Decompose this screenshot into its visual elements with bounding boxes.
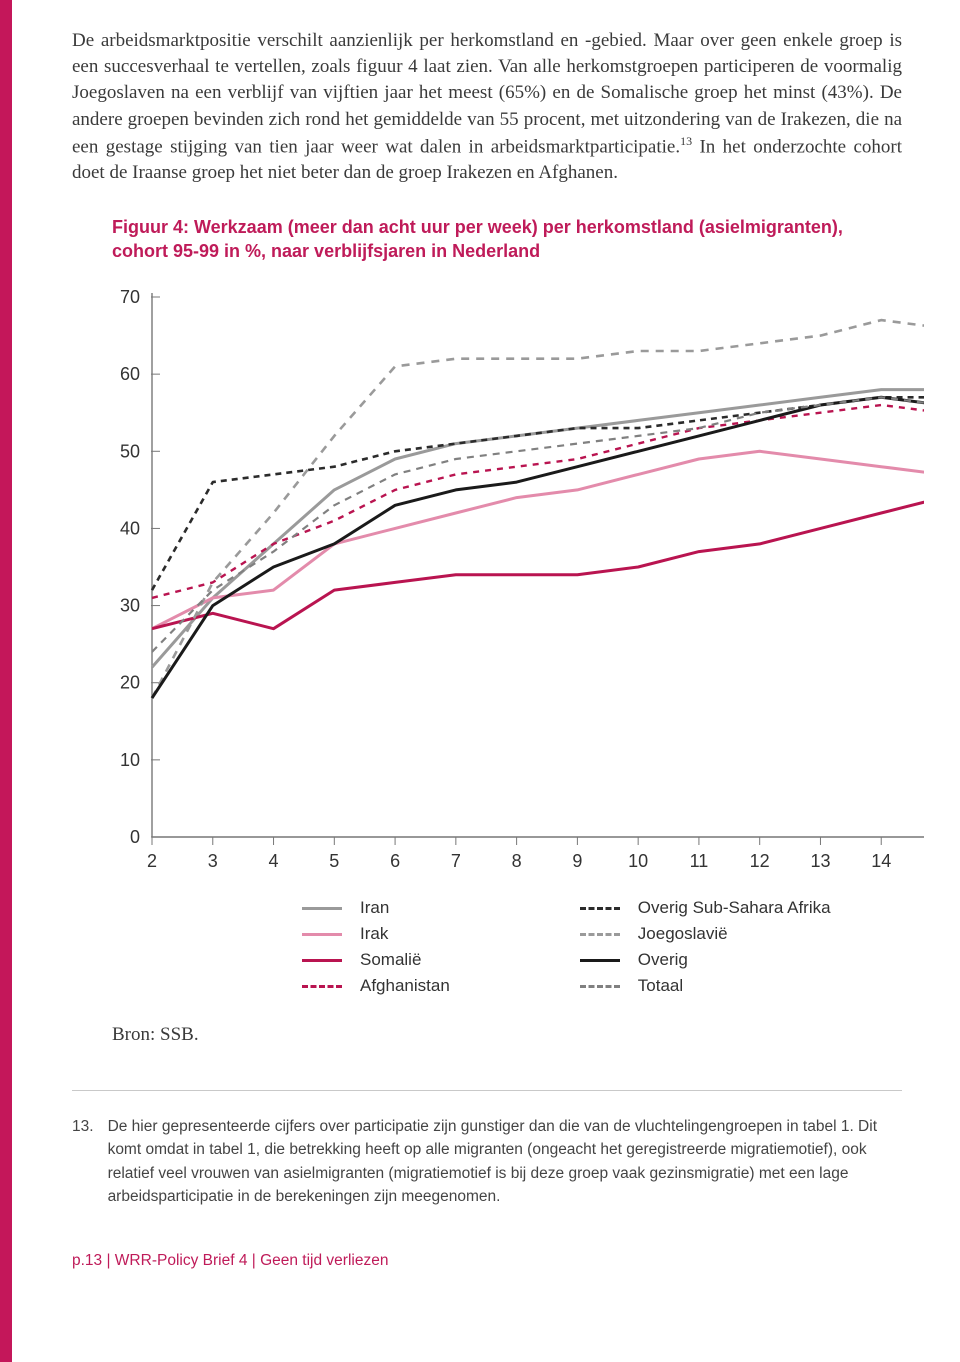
svg-text:14: 14 bbox=[871, 851, 891, 871]
footnote-number: 13. bbox=[72, 1115, 94, 1208]
page: De arbeidsmarktpositie verschilt aanzien… bbox=[0, 0, 960, 1300]
legend-item: Overig Sub-Sahara Afrika bbox=[580, 898, 831, 918]
legend-swatch bbox=[302, 985, 342, 988]
legend-swatch bbox=[302, 933, 342, 936]
legend-label: Afghanistan bbox=[360, 976, 450, 996]
footnote: 13. De hier gepresenteerde cijfers over … bbox=[72, 1115, 902, 1208]
legend-label: Totaal bbox=[638, 976, 683, 996]
legend-label: Joegoslavië bbox=[638, 924, 728, 944]
svg-text:20: 20 bbox=[120, 673, 140, 693]
legend-swatch bbox=[302, 959, 342, 962]
legend-item: Totaal bbox=[580, 976, 831, 996]
legend-label: Iran bbox=[360, 898, 389, 918]
footnote-ref: 13 bbox=[680, 134, 692, 148]
legend-swatch bbox=[580, 907, 620, 910]
figure-block: Figuur 4: Werkzaam (meer dan acht uur pe… bbox=[112, 215, 902, 1047]
legend-swatch bbox=[580, 933, 620, 936]
svg-text:7: 7 bbox=[451, 851, 461, 871]
legend-item: Somalië bbox=[302, 950, 450, 970]
chart-svg: 01020304050607023456789101112131415 bbox=[104, 285, 924, 885]
svg-text:40: 40 bbox=[120, 519, 140, 539]
figure-title: Figuur 4: Werkzaam (meer dan acht uur pe… bbox=[112, 215, 902, 264]
margin-bar bbox=[0, 0, 12, 1362]
legend-item: Afghanistan bbox=[302, 976, 450, 996]
svg-text:12: 12 bbox=[750, 851, 770, 871]
legend-label: Overig Sub-Sahara Afrika bbox=[638, 898, 831, 918]
svg-text:50: 50 bbox=[120, 442, 140, 462]
svg-text:9: 9 bbox=[572, 851, 582, 871]
svg-text:0: 0 bbox=[130, 827, 140, 847]
legend-swatch bbox=[580, 959, 620, 962]
svg-text:6: 6 bbox=[390, 851, 400, 871]
legend-item: Irak bbox=[302, 924, 450, 944]
svg-text:4: 4 bbox=[269, 851, 279, 871]
page-footer: p.13 | WRR-Policy Brief 4 | Geen tijd ve… bbox=[72, 1252, 902, 1270]
legend-swatch bbox=[580, 985, 620, 988]
body-paragraph: De arbeidsmarktpositie verschilt aanzien… bbox=[72, 28, 902, 187]
svg-text:60: 60 bbox=[120, 364, 140, 384]
legend-label: Irak bbox=[360, 924, 388, 944]
legend-column: Overig Sub-Sahara Afrika Joegoslavië Overi… bbox=[580, 898, 831, 996]
svg-text:13: 13 bbox=[810, 851, 830, 871]
legend-label: Somalië bbox=[360, 950, 421, 970]
svg-text:11: 11 bbox=[690, 851, 709, 871]
legend-label: Overig bbox=[638, 950, 688, 970]
legend-item: Joegoslavië bbox=[580, 924, 831, 944]
svg-text:30: 30 bbox=[120, 596, 140, 616]
legend-item: Iran bbox=[302, 898, 450, 918]
svg-text:5: 5 bbox=[329, 851, 339, 871]
svg-text:8: 8 bbox=[512, 851, 522, 871]
legend-item: Overig bbox=[580, 950, 831, 970]
source-line: Bron: SSB. bbox=[112, 1024, 902, 1046]
legend: Iran Irak Somalië Afghanistan Overig Sub-Sa… bbox=[302, 898, 902, 996]
legend-swatch bbox=[302, 907, 342, 910]
footnote-text: De hier gepresenteerde cijfers over part… bbox=[108, 1115, 902, 1208]
svg-text:70: 70 bbox=[120, 287, 140, 307]
chart: 01020304050607023456789101112131415 bbox=[104, 285, 902, 890]
svg-text:2: 2 bbox=[147, 851, 157, 871]
svg-text:10: 10 bbox=[120, 750, 140, 770]
divider bbox=[72, 1090, 902, 1091]
svg-text:10: 10 bbox=[628, 851, 648, 871]
svg-text:3: 3 bbox=[208, 851, 218, 871]
legend-column: Iran Irak Somalië Afghanistan bbox=[302, 898, 450, 996]
